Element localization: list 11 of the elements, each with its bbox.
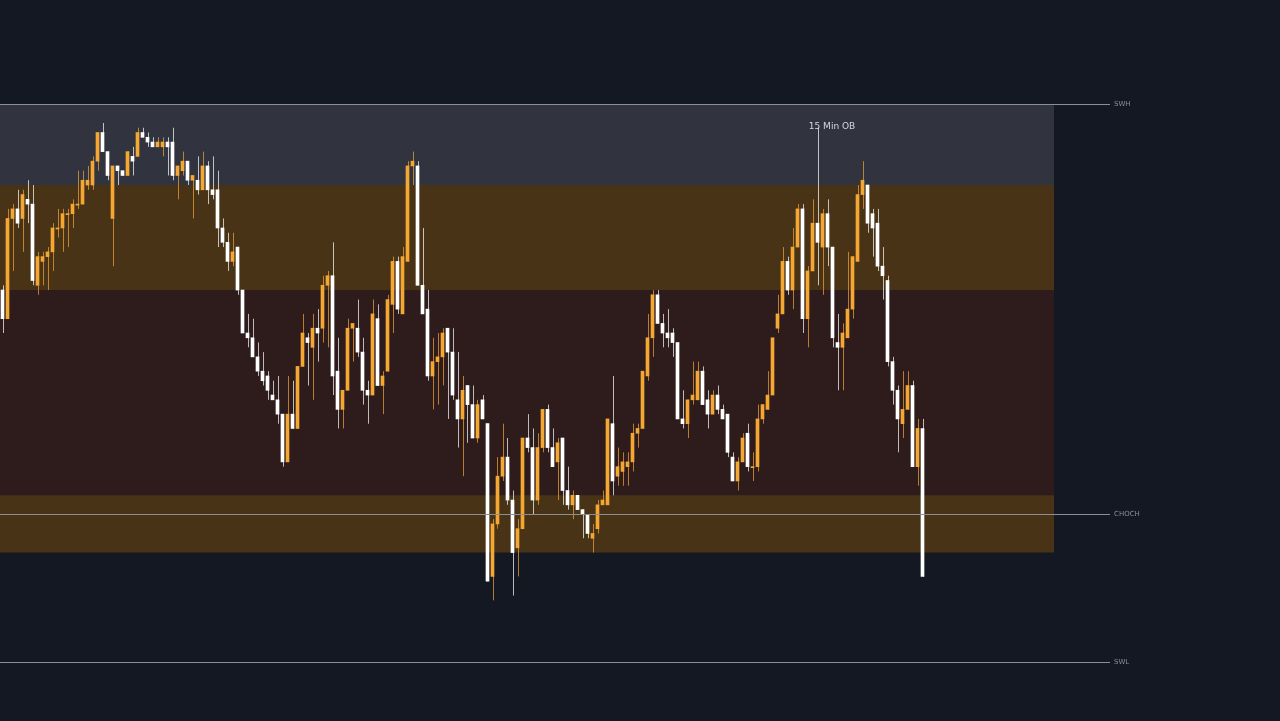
candlestick xyxy=(635,423,640,449)
candlestick xyxy=(190,174,195,219)
candlestick xyxy=(305,332,310,387)
candlestick xyxy=(350,322,355,363)
candlestick xyxy=(40,251,45,286)
candlestick xyxy=(835,313,840,391)
candlestick xyxy=(590,523,595,554)
candlestick xyxy=(750,451,755,482)
candlestick xyxy=(210,155,215,200)
candlestick xyxy=(65,208,70,248)
band-label: 15 Min OB xyxy=(808,120,856,131)
